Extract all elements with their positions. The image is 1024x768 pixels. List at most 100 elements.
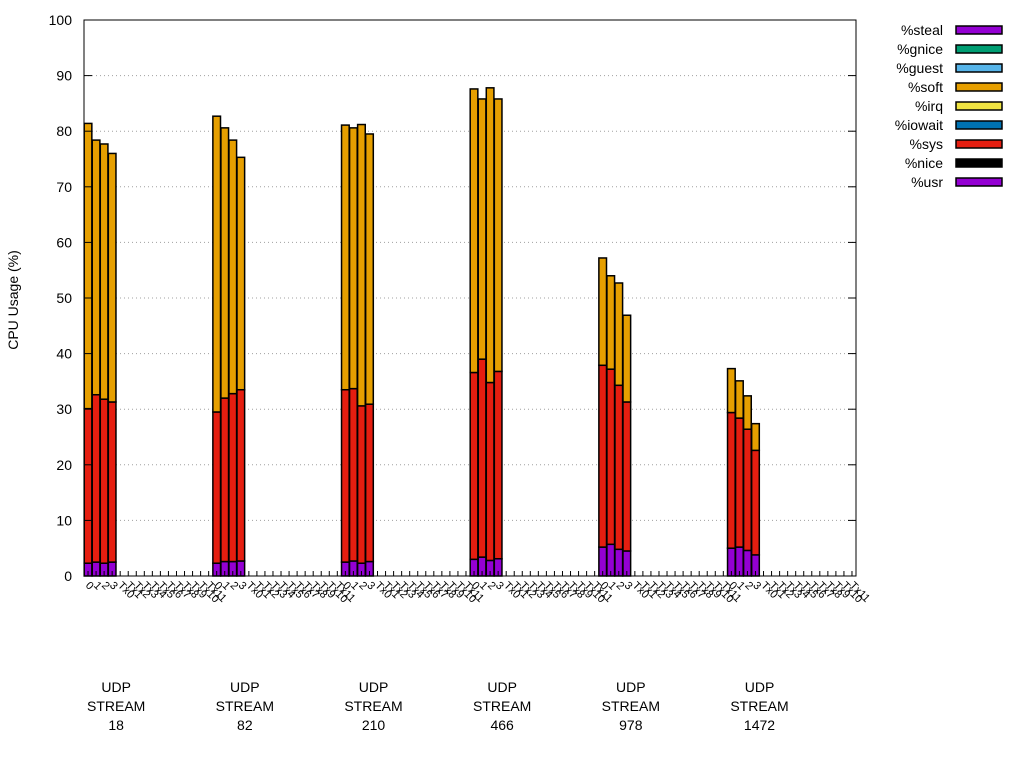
bar-segment-soft	[598, 257, 608, 367]
bar-segment-sys	[477, 358, 487, 558]
bar-segment-soft	[340, 124, 350, 391]
y-axis-label: CPU Usage (%)	[5, 250, 21, 350]
group-label-line: STREAM	[344, 698, 402, 714]
bar-segment-sys	[493, 370, 503, 560]
bar-segment-soft	[750, 422, 761, 452]
bar-segment-soft	[212, 115, 222, 413]
group-label: UDP STREAM 82	[216, 679, 274, 733]
bar-segment-sys	[107, 401, 117, 563]
group-label-line: STREAM	[87, 698, 145, 714]
bar-segment-sys	[622, 401, 632, 552]
legend-label-iowait: %iowait	[895, 117, 943, 133]
legend: %steal %gnice %guest %soft %irq %iowait %sys %n…	[895, 22, 1003, 190]
legend-label-nice: %nice	[905, 155, 943, 171]
legend-label-soft: %soft	[908, 79, 943, 95]
bars	[83, 87, 761, 577]
bar-segment-sys	[485, 381, 495, 562]
bar-segment-sys	[220, 397, 230, 563]
group-label-line: 82	[237, 717, 253, 733]
group-label-line: STREAM	[473, 698, 531, 714]
bar-segment-soft	[734, 380, 744, 419]
legend-swatch-guest	[955, 63, 1003, 73]
bar-segment-sys	[750, 449, 761, 556]
bar-segment-sys	[99, 398, 109, 564]
legend-swatch-sys	[955, 139, 1003, 149]
group-label-line: UDP	[487, 679, 517, 695]
legend-label-guest: %guest	[896, 60, 943, 76]
axes	[83, 19, 857, 577]
y-tick-label: 30	[56, 401, 72, 417]
group-label-line: 210	[362, 717, 386, 733]
group-label: UDP STREAM 466	[473, 679, 531, 733]
bar-segment-soft	[477, 98, 487, 360]
group-label: UDP STREAM 978	[602, 679, 660, 733]
legend-swatch-irq	[955, 101, 1003, 111]
legend-label-steal: %steal	[901, 22, 943, 38]
legend-swatch-usr	[955, 177, 1003, 187]
y-tick-label: 70	[56, 179, 72, 195]
group-label-line: UDP	[359, 679, 389, 695]
legend-swatch-steal	[955, 25, 1003, 35]
bar-segment-soft	[83, 122, 93, 410]
legend-label-usr: %usr	[911, 174, 943, 190]
bar-segment-sys	[91, 393, 101, 563]
group-label-line: 18	[108, 717, 124, 733]
bar-segment-soft	[107, 152, 117, 403]
legend-swatch-soft	[955, 82, 1003, 92]
bar-segment-soft	[614, 282, 624, 387]
bar-segment-sys	[340, 388, 350, 563]
group-label-line: UDP	[101, 679, 131, 695]
bar-segment-soft	[228, 139, 238, 395]
y-tick-label: 0	[64, 568, 72, 584]
bar-segment-sys	[356, 405, 367, 564]
bar-segment-soft	[469, 88, 479, 374]
group-label-line: UDP	[616, 679, 646, 695]
bar-segment-soft	[348, 127, 358, 390]
bar-segment-sys	[598, 364, 608, 548]
bar-segment-sys	[228, 392, 238, 563]
bar-segment-soft	[493, 98, 503, 373]
bar-segment-soft	[742, 395, 753, 430]
group-label: UDP STREAM 18	[87, 679, 145, 733]
bar-segment-sys	[348, 387, 358, 562]
bar-segment-sys	[742, 428, 753, 552]
legend-swatch-iowait	[955, 120, 1003, 130]
group-label-line: STREAM	[216, 698, 274, 714]
bar-segment-sys	[726, 411, 736, 549]
group-label: UDP STREAM 1472	[730, 679, 788, 733]
y-tick-label: 80	[56, 123, 72, 139]
bar-segment-soft	[485, 87, 495, 384]
y-tick-label: 10	[56, 512, 72, 528]
y-tick-label: 100	[49, 12, 73, 28]
legend-label-irq: %irq	[915, 98, 943, 114]
bar-segment-soft	[726, 367, 736, 414]
y-tick-label: 20	[56, 457, 72, 473]
bar-segment-sys	[364, 403, 375, 563]
bar-segment-soft	[606, 275, 616, 370]
legend-label-gnice: %gnice	[897, 41, 943, 57]
group-label-line: UDP	[745, 679, 775, 695]
bar-segment-soft	[220, 127, 230, 399]
bar-segment-sys	[469, 371, 479, 561]
group-label-line: 466	[490, 717, 514, 733]
group-label-line: STREAM	[730, 698, 788, 714]
x-tick-labels: 0123Tx0Tx1Tx2Tx3Tx4Tx5Tx6Tx7Tx8Tx9Tx10Tx…	[83, 580, 872, 606]
y-tick-label: 50	[56, 290, 72, 306]
bar-segment-sys	[606, 368, 616, 546]
group-label-line: UDP	[230, 679, 260, 695]
group-label-line: 978	[619, 717, 643, 733]
bar-segment-soft	[356, 123, 367, 407]
bar-segment-sys	[236, 388, 246, 562]
bar-segment-soft	[91, 139, 101, 396]
bar-segment-soft	[99, 143, 109, 400]
bar-segment-sys	[614, 384, 624, 551]
legend-label-sys: %sys	[910, 136, 943, 152]
bar-segment-soft	[622, 314, 632, 403]
bar-segment-soft	[364, 133, 375, 405]
plot-frame	[83, 19, 857, 577]
bar-segment-sys	[83, 407, 93, 564]
group-label-line: STREAM	[602, 698, 660, 714]
bar-segment-soft	[236, 156, 246, 391]
group-label: UDP STREAM 210	[344, 679, 402, 733]
